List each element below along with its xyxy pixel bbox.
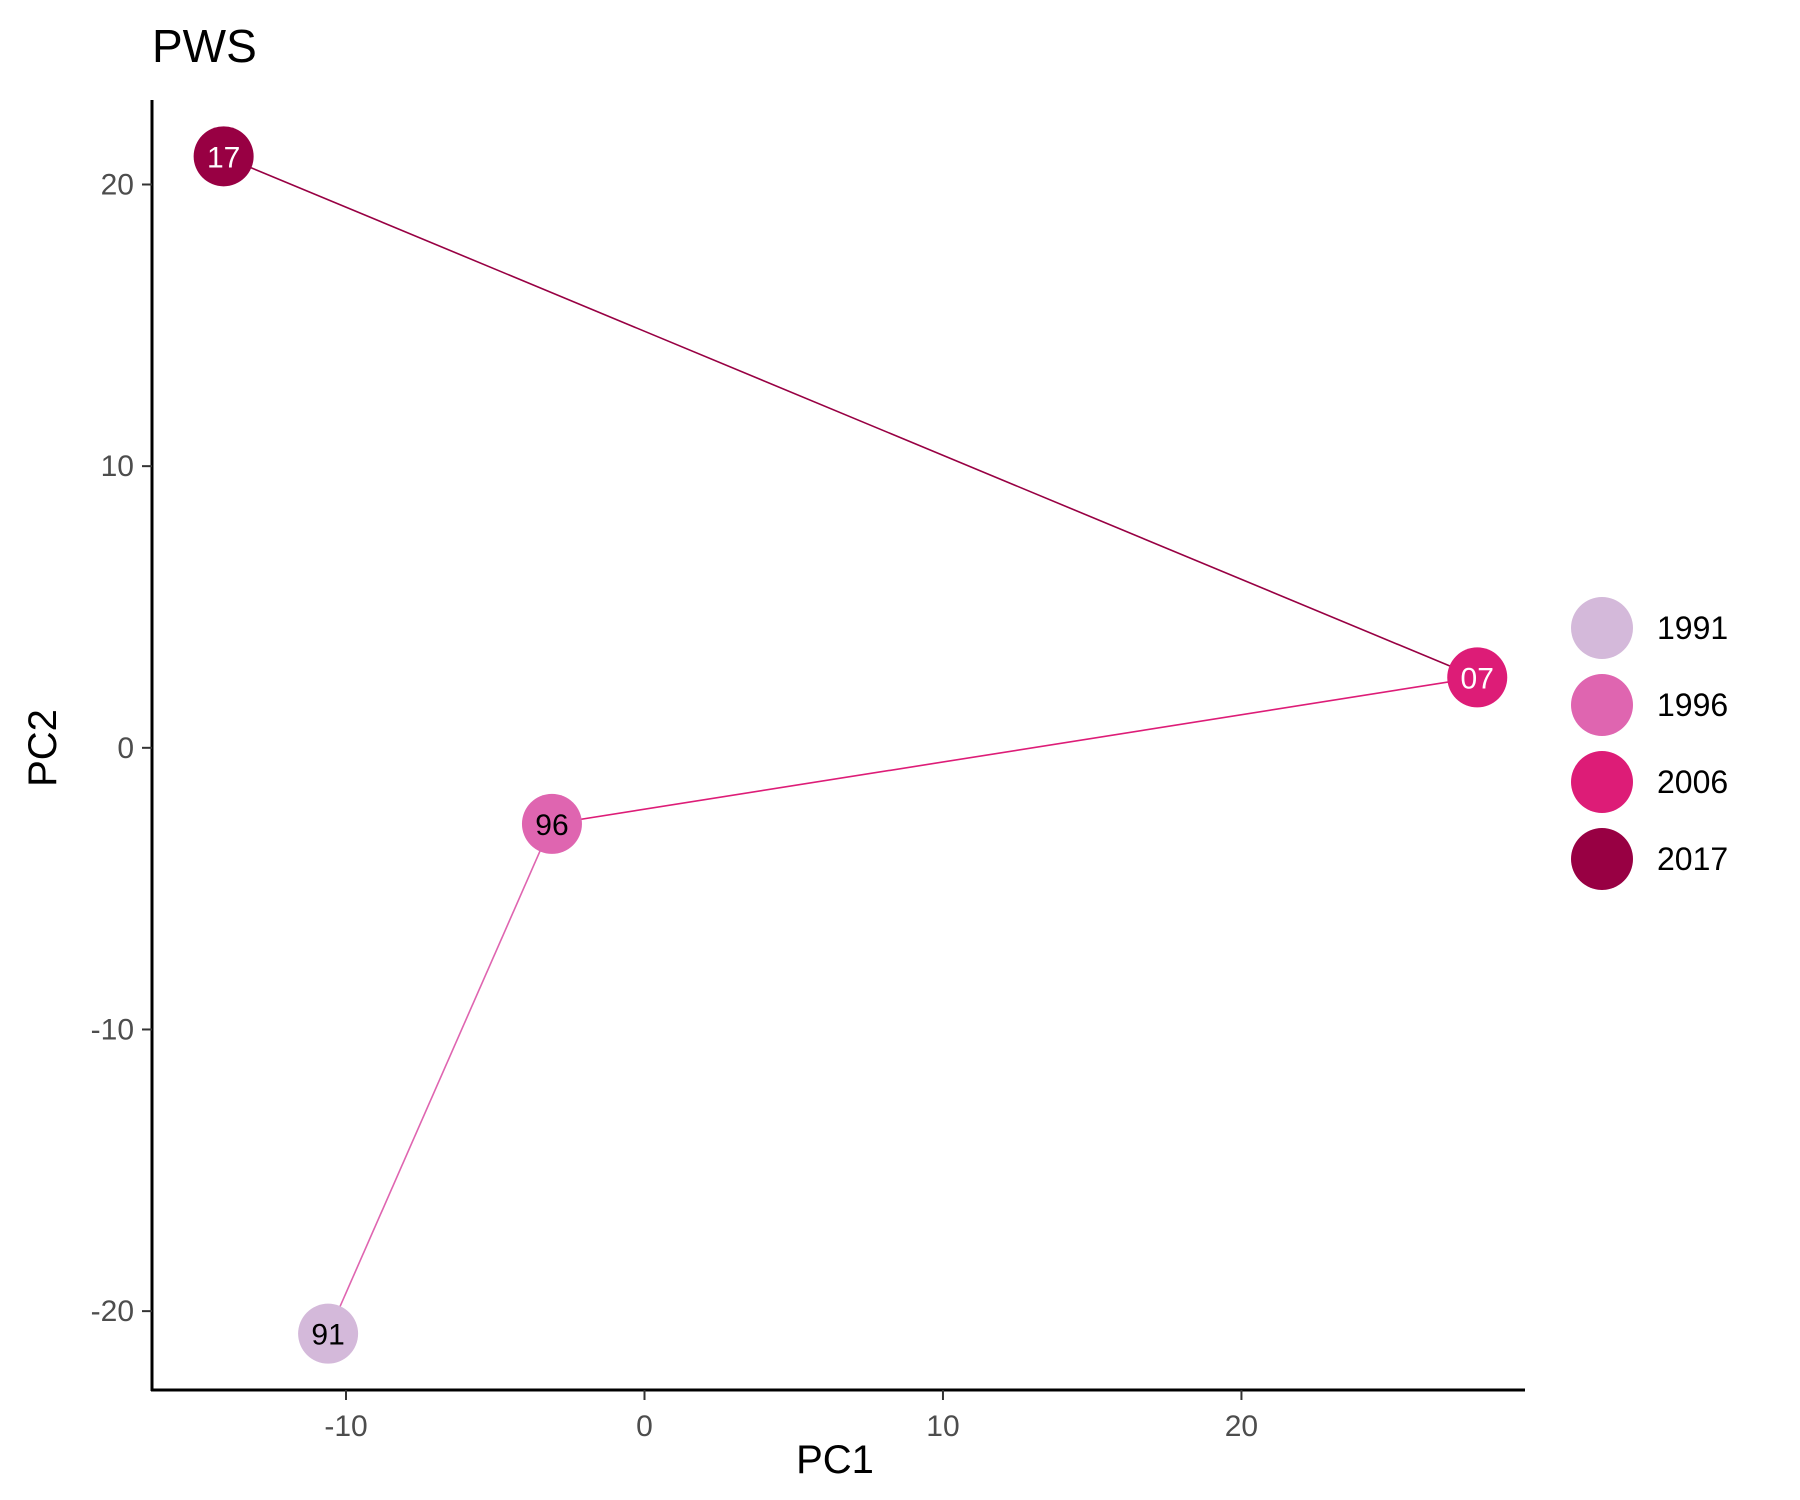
point-label: 91 bbox=[311, 1319, 344, 1352]
x-tick-label: 0 bbox=[636, 1410, 653, 1443]
legend-key-2017 bbox=[1571, 828, 1633, 890]
point-label: 96 bbox=[535, 809, 568, 842]
y-tick-label: -20 bbox=[91, 1295, 134, 1328]
x-tick-label: 10 bbox=[926, 1410, 959, 1443]
legend-label: 2017 bbox=[1657, 841, 1728, 877]
legend-label: 1991 bbox=[1657, 610, 1728, 646]
y-tick-label: 0 bbox=[117, 732, 134, 765]
data-points: 91 96 07 17 bbox=[193, 126, 1508, 1364]
y-tick-label: -10 bbox=[91, 1013, 134, 1046]
x-tick-label: -10 bbox=[324, 1410, 367, 1443]
legend-key-1996 bbox=[1571, 674, 1633, 736]
point-label: 17 bbox=[207, 141, 240, 174]
x-axis-title: PC1 bbox=[796, 1438, 874, 1482]
legend: 1991 1996 2006 2017 bbox=[1571, 597, 1728, 890]
y-axis-title: PC2 bbox=[21, 709, 65, 787]
legend-key-1991 bbox=[1571, 597, 1633, 659]
y-tick-label: 20 bbox=[101, 168, 134, 201]
path-segment bbox=[551, 676, 1478, 825]
path-segment bbox=[223, 155, 1478, 679]
axes: -10 0 10 20 -20 -10 0 10 20 bbox=[91, 100, 1525, 1443]
data-point-1996 bbox=[521, 793, 582, 854]
point-label: 07 bbox=[1461, 662, 1494, 695]
connecting-paths bbox=[223, 155, 1478, 1334]
legend-label: 2006 bbox=[1657, 764, 1728, 800]
data-point-2006 bbox=[1447, 647, 1508, 708]
data-point-1991 bbox=[298, 1303, 359, 1364]
path-segment bbox=[327, 823, 553, 1334]
x-tick-label: 20 bbox=[1225, 1410, 1258, 1443]
data-point-2017 bbox=[193, 126, 254, 187]
y-tick-label: 10 bbox=[101, 450, 134, 483]
legend-key-2006 bbox=[1571, 751, 1633, 813]
legend-label: 1996 bbox=[1657, 687, 1728, 723]
chart-title: PWS bbox=[152, 20, 257, 72]
